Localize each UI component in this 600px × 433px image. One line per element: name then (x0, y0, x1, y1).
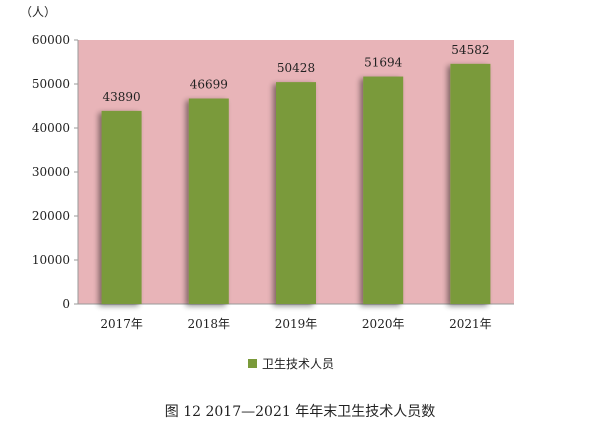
y-tick-label: 60000 (32, 33, 70, 47)
x-category-label: 2021年 (449, 317, 492, 331)
y-tick-label: 40000 (32, 121, 70, 135)
legend-label: 卫生技术人员 (262, 357, 334, 371)
data-label: 43890 (103, 90, 141, 104)
bar-2018年 (188, 98, 229, 304)
y-tick-label: 10000 (32, 253, 70, 267)
bar-series (101, 63, 491, 305)
y-unit-label: （人） (20, 5, 56, 19)
data-label: 54582 (451, 43, 489, 57)
bar-2020年 (363, 76, 404, 304)
legend-swatch (248, 359, 257, 368)
x-category-label: 2020年 (362, 317, 405, 331)
x-category-label: 2018年 (188, 317, 231, 331)
data-labels: 43890 46699 50428 51694 54582 (103, 43, 490, 104)
x-category-label: 2017年 (100, 317, 143, 331)
bar-2019年 (276, 82, 316, 305)
data-label: 46699 (190, 78, 228, 92)
data-label: 51694 (364, 56, 403, 70)
bar-2021年 (450, 63, 491, 304)
y-tick-label: 50000 (32, 77, 70, 91)
y-tick-label: 30000 (32, 165, 70, 179)
y-axis-ticks: 0 10000 20000 30000 40000 50000 60000 (32, 33, 78, 311)
data-label: 50428 (277, 61, 315, 75)
legend: 卫生技术人员 (248, 357, 334, 371)
x-axis-categories: 2017年 2018年 2019年 2020年 2021年 (100, 317, 491, 331)
y-tick-label: 20000 (32, 209, 70, 223)
x-category-label: 2019年 (275, 317, 318, 331)
bar-2017年 (101, 110, 142, 304)
figure-caption: 图 12 2017—2021 年年末卫生技术人员数 (165, 404, 435, 420)
y-tick-label: 0 (62, 297, 70, 311)
